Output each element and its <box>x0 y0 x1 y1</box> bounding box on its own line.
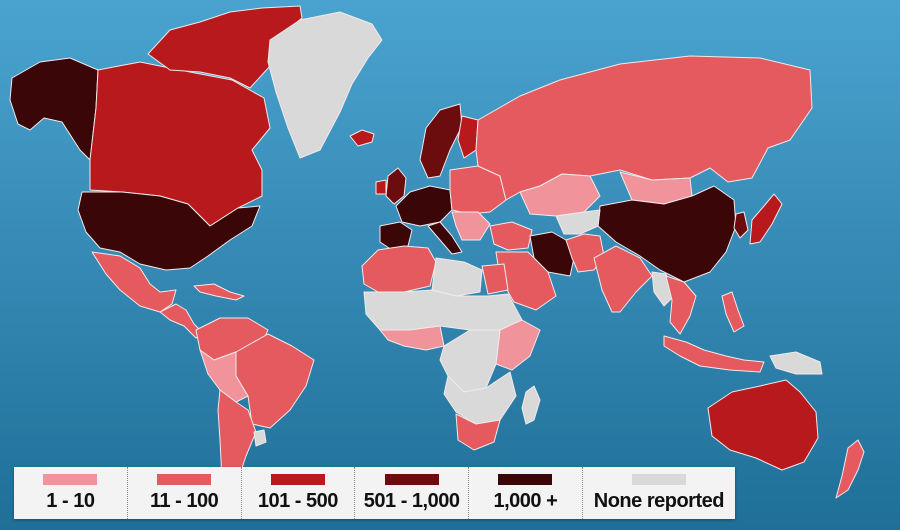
region-north-africa-west[interactable] <box>361 245 437 293</box>
legend-label: None reported <box>593 489 725 512</box>
legend-label: 101 - 500 <box>257 489 339 512</box>
legend-item-1000-plus: 1,000 + <box>469 467 583 519</box>
legend-swatch <box>43 473 98 485</box>
region-korea[interactable] <box>733 211 749 239</box>
legend-label: 1,000 + <box>493 489 558 512</box>
legend-item-501-1000: 501 - 1,000 <box>355 467 469 519</box>
region-italy[interactable] <box>427 221 463 255</box>
region-iceland[interactable] <box>349 129 375 147</box>
legend-label: 11 - 100 <box>149 489 219 512</box>
region-middle-east[interactable] <box>489 221 533 251</box>
legend-swatch <box>270 473 325 485</box>
legend-swatch <box>631 473 686 485</box>
legend-item-11-100: 11 - 100 <box>128 467 242 519</box>
region-canada[interactable] <box>89 61 271 227</box>
region-southeast-asia[interactable] <box>665 275 697 335</box>
region-ireland[interactable] <box>375 179 387 195</box>
region-caribbean-islands[interactable] <box>193 283 245 301</box>
region-india[interactable] <box>593 245 653 313</box>
legend-label: 1 - 10 <box>46 489 95 512</box>
legend-item-101-500: 101 - 500 <box>242 467 356 519</box>
region-usa[interactable] <box>77 191 261 271</box>
region-greenland[interactable] <box>267 11 383 159</box>
region-china[interactable] <box>597 185 737 283</box>
legend-swatch <box>157 473 212 485</box>
region-myanmar-laos[interactable] <box>651 271 675 307</box>
region-egypt[interactable] <box>481 263 509 295</box>
region-south-africa[interactable] <box>455 413 501 451</box>
legend-swatch <box>384 473 439 485</box>
region-russia[interactable] <box>475 55 813 201</box>
region-sahel[interactable] <box>363 289 523 331</box>
legend-item-1-10: 1 - 10 <box>14 467 128 519</box>
region-southern-africa[interactable] <box>443 371 517 425</box>
region-peru-bolivia[interactable] <box>199 349 249 403</box>
region-indonesia[interactable] <box>663 335 765 373</box>
region-mexico[interactable] <box>91 251 177 313</box>
region-west-africa[interactable] <box>379 325 445 351</box>
region-philippines[interactable] <box>721 291 745 333</box>
legend-item-none-reported: None reported <box>583 467 735 519</box>
legend-label: 501 - 1,000 <box>363 489 460 512</box>
region-uk[interactable] <box>385 167 407 205</box>
region-new-zealand[interactable] <box>835 439 865 499</box>
region-finland[interactable] <box>457 115 479 159</box>
legend-swatch <box>498 473 553 485</box>
region-uruguay[interactable] <box>253 429 267 447</box>
region-kazakhstan[interactable] <box>519 173 601 217</box>
region-australia[interactable] <box>707 379 819 471</box>
region-new-guinea[interactable] <box>769 351 823 375</box>
region-madagascar[interactable] <box>521 385 541 425</box>
region-japan[interactable] <box>749 193 783 245</box>
legend: 1 - 10 11 - 100 101 - 500 501 - 1,000 1,… <box>14 467 735 519</box>
region-balkans[interactable] <box>451 211 491 241</box>
region-alaska[interactable] <box>9 57 99 161</box>
region-central-asia[interactable] <box>555 209 601 235</box>
